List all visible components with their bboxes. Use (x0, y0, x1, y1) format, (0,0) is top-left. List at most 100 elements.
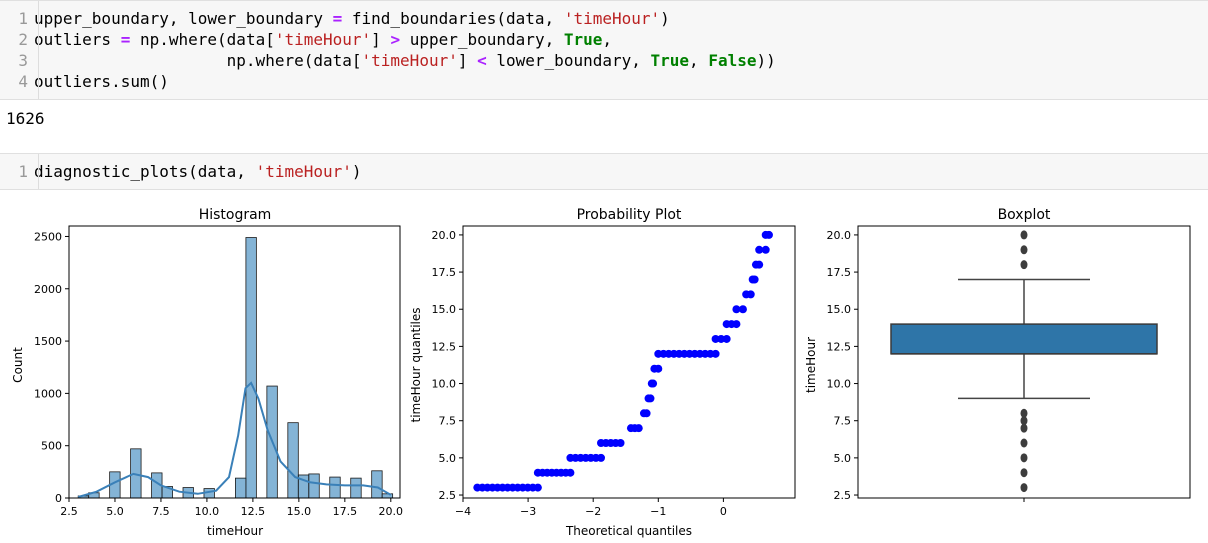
cell-output-1: 1626 (6, 109, 45, 128)
x-tick-label: 7.5 (152, 505, 170, 518)
kde-line (77, 381, 392, 498)
probability-point (711, 334, 720, 343)
code-text: upper_boundary, lower_boundary (34, 9, 333, 28)
y-axis-label: Count (11, 347, 25, 383)
code-string: 'timeHour' (361, 51, 458, 70)
probability-point (642, 409, 651, 418)
probability-point (654, 364, 663, 373)
outlier-point (1020, 483, 1028, 493)
histogram-bar (350, 477, 362, 499)
code-cell-1[interactable]: 1 upper_boundary, lower_boundary = find_b… (0, 0, 1208, 100)
code-op: = (332, 9, 343, 28)
code-op: = (120, 30, 131, 49)
code-line-1: 1 diagnostic_plots(data, 'timeHour') (0, 161, 1208, 182)
histogram-bar (245, 237, 257, 499)
outlier-point (1020, 453, 1028, 463)
code-text: , (602, 30, 613, 49)
probability-point (755, 245, 764, 254)
histogram-chart: Histogram timeHour Count 2.5 5.0 7.5 10.0 12… (11, 207, 403, 538)
code-text: lower_boundary, (486, 51, 651, 70)
x-tick-label: −4 (455, 505, 471, 518)
y-tick-label: 12.5 (827, 340, 852, 353)
box-iqr (890, 323, 1158, 355)
probability-point (738, 305, 747, 314)
probability-point (649, 379, 658, 388)
y-tick-label: 7.5 (834, 415, 852, 428)
code-line-1: 1 upper_boundary, lower_boundary = find_b… (0, 8, 1208, 29)
probability-point (755, 260, 764, 269)
y-tick-label: 15.0 (432, 303, 457, 316)
outlier-point (1020, 468, 1028, 478)
x-tick-label: 10.0 (195, 505, 220, 518)
outlier-point (1020, 230, 1028, 240)
y-tick-label: 500 (41, 440, 62, 453)
chart-title: Histogram (199, 207, 272, 223)
code-string: 'timeHour' (274, 30, 372, 49)
y-tick-label: 5.0 (439, 452, 457, 465)
probability-point (533, 483, 542, 492)
plot-frame (857, 225, 1191, 499)
y-tick-label: 7.5 (439, 415, 457, 428)
histogram-bar (381, 493, 394, 499)
code-line-2: 2 outliers = np.where(data['timeHour'] > … (0, 29, 1208, 50)
line-number: 2 (18, 30, 28, 49)
outlier-point (1020, 408, 1028, 418)
y-tick-label: 17.5 (432, 266, 457, 279)
histogram-bar (287, 422, 299, 499)
code-text: np.where(data[ (34, 51, 362, 70)
y-tick-label: 1500 (34, 335, 62, 348)
probability-point (634, 424, 643, 433)
probability-point (732, 320, 741, 329)
code-keyword: False (708, 51, 757, 70)
x-tick-label: 2.5 (60, 505, 78, 518)
code-text: )) (756, 51, 776, 70)
x-tick-label: −1 (650, 505, 666, 518)
code-text: ] (371, 30, 391, 49)
outlier-point (1020, 423, 1028, 433)
y-tick-label: 5.0 (834, 452, 852, 465)
code-text: ) (351, 162, 362, 181)
line-number: 1 (18, 9, 28, 28)
x-tick-label: −3 (520, 505, 536, 518)
x-tick-label: 0 (720, 505, 727, 518)
probability-point (711, 349, 720, 358)
histogram-bar (235, 477, 247, 499)
y-tick-label: 10.0 (827, 378, 852, 391)
x-axis-label: timeHour (207, 524, 263, 538)
code-string: 'timeHour' (563, 9, 661, 28)
y-tick-label: 12.5 (432, 340, 457, 353)
code-string: 'timeHour' (255, 162, 352, 181)
x-tick-label: 15.0 (287, 505, 312, 518)
code-line-3: 3 np.where(data['timeHour'] < lower_boun… (0, 50, 1208, 71)
y-tick-label: 15.0 (827, 303, 852, 316)
code-keyword: True (563, 30, 603, 49)
chart-title: Probability Plot (577, 207, 682, 223)
x-axis-label: Theoretical quantiles (565, 524, 692, 538)
probability-point (566, 468, 575, 477)
gutter-divider (38, 1, 39, 99)
histogram-bar (371, 470, 383, 499)
probability-point (761, 245, 770, 254)
outlier-point (1020, 416, 1028, 426)
x-tick-label: 12.5 (241, 505, 266, 518)
line-number: 4 (18, 72, 28, 91)
line-number: 1 (18, 162, 28, 181)
gutter-divider (38, 154, 39, 189)
code-text: upper_boundary, (400, 30, 564, 49)
x-tick-label: 20.0 (379, 505, 404, 518)
outlier-point (1020, 245, 1028, 255)
y-tick-label: 2.5 (439, 489, 457, 502)
code-cell-2[interactable]: 1 diagnostic_plots(data, 'timeHour') (0, 153, 1208, 190)
code-text: np.where(data[ (130, 30, 275, 49)
boxplot-chart: Boxplot timeHour 2.5 5.0 7.5 10.0 12.5 15.0 17… (804, 207, 1191, 502)
code-text: outliers (34, 30, 121, 49)
code-keyword: True (650, 51, 690, 70)
probability-point (717, 334, 726, 343)
y-tick-label: 20.0 (432, 229, 457, 242)
probability-point (616, 439, 625, 448)
x-tick-label: −2 (585, 505, 601, 518)
y-tick-label: 20.0 (827, 229, 852, 242)
code-line-4: 4 outliers.sum() (0, 71, 1208, 92)
probability-point (722, 334, 731, 343)
probability-point (732, 305, 741, 314)
